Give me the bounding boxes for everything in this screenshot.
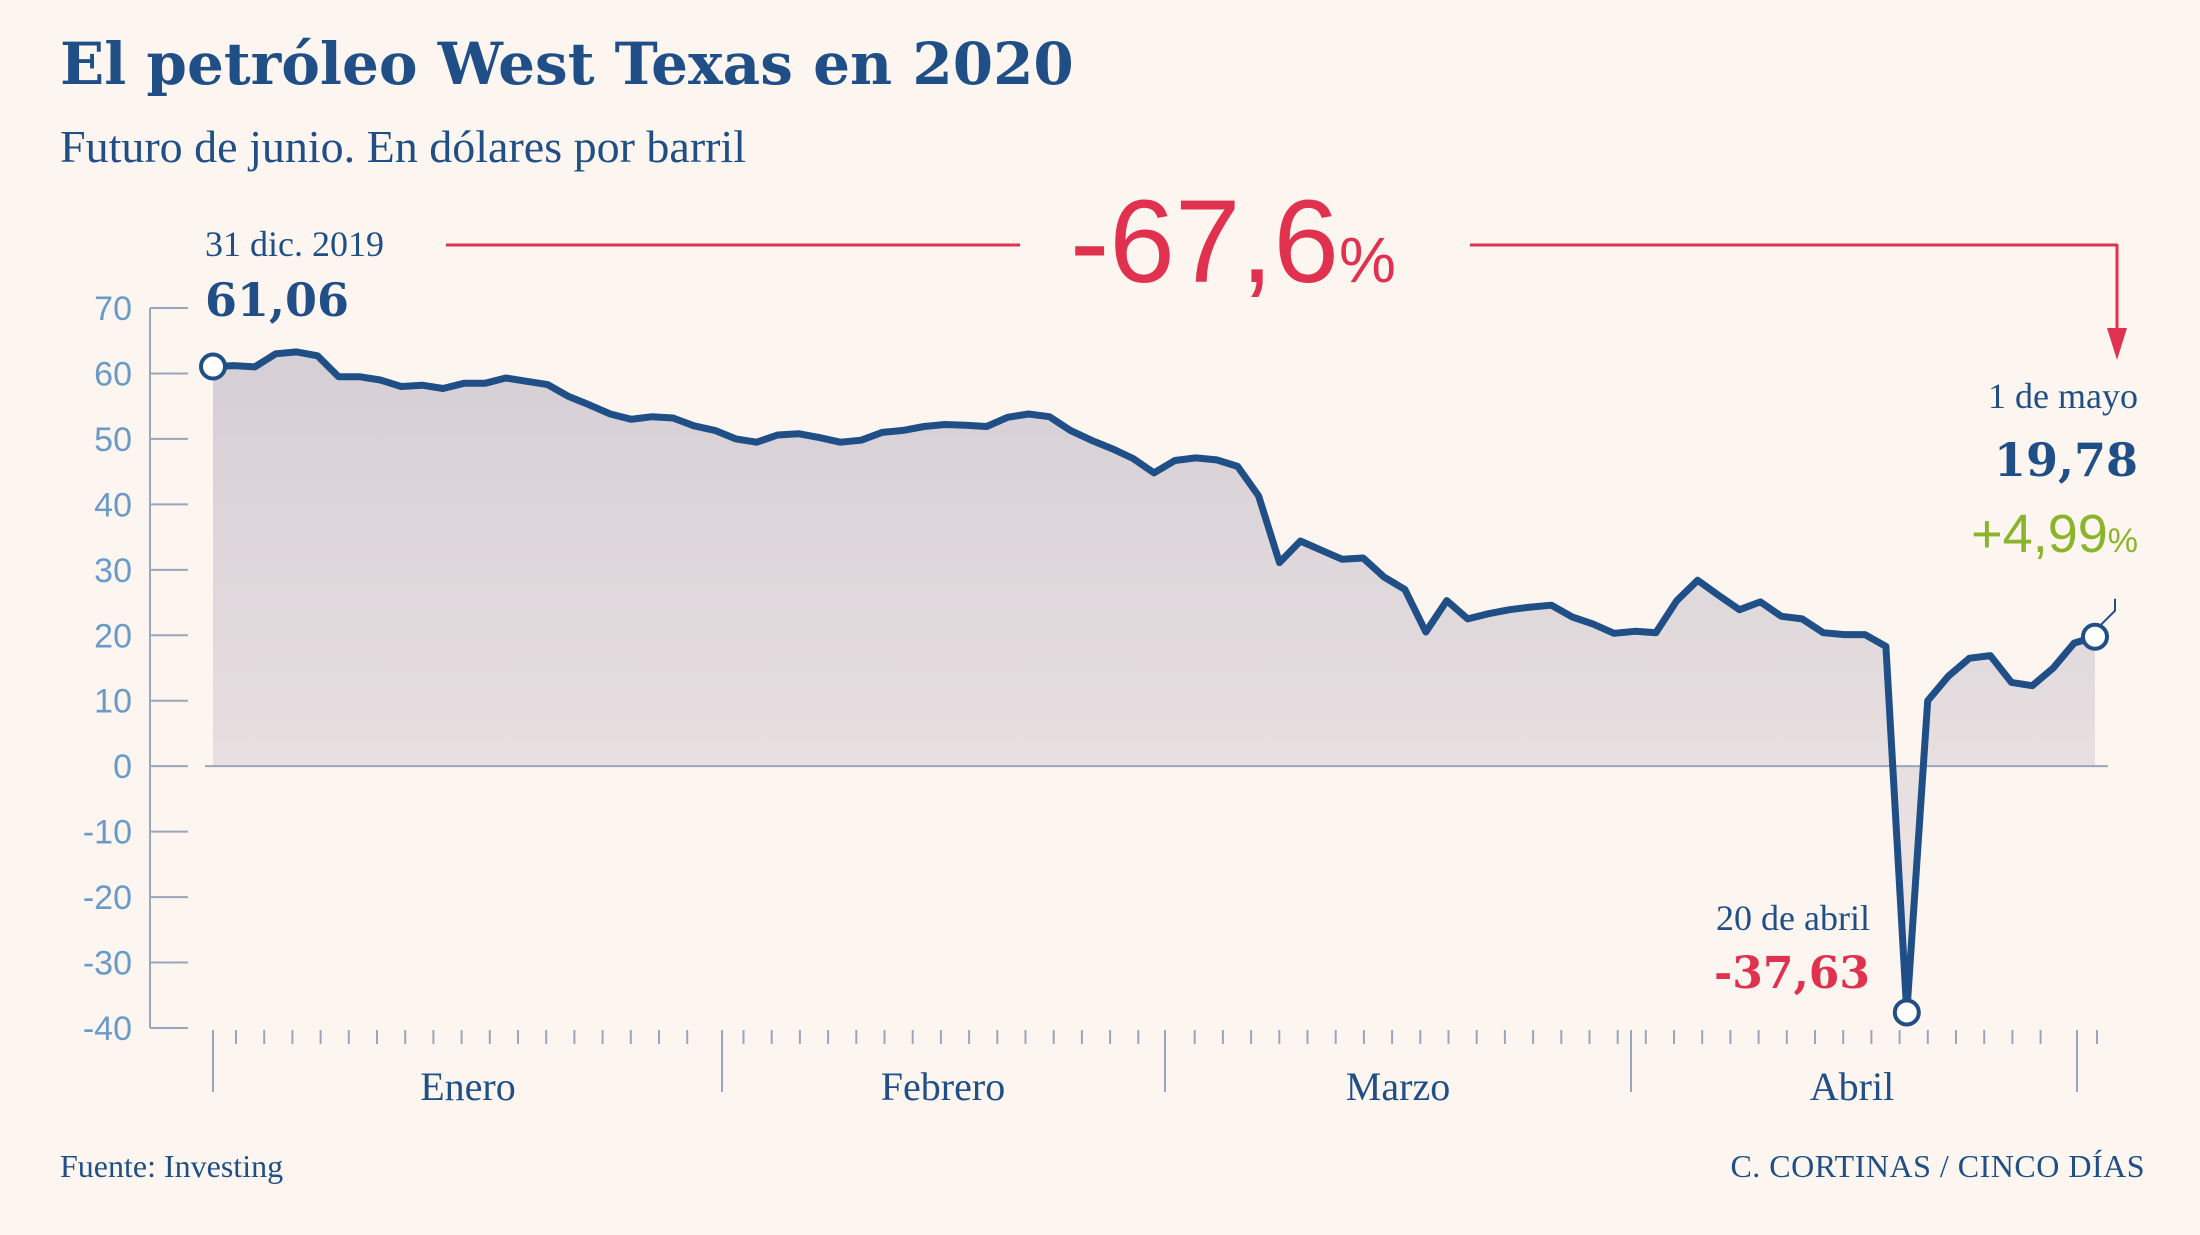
source-label: Fuente: Investing	[60, 1148, 284, 1184]
y-tick-label: 50	[94, 421, 132, 459]
x-tick-label-marzo: Marzo	[1346, 1064, 1450, 1109]
y-tick-label: -10	[83, 814, 132, 852]
x-tick-label-enero: Enero	[420, 1064, 516, 1109]
min-date-label: 20 de abril	[1716, 898, 1870, 938]
area-fill	[213, 351, 2095, 1013]
credit-label: C. CORTINAS / CINCO DÍAS	[1730, 1148, 2145, 1184]
y-tick-label: 20	[94, 617, 132, 655]
x-tick-label-febrero: Febrero	[881, 1064, 1005, 1109]
y-axis: 70 60 50 40 30 20 10 0 -10 -20 -30 -40	[83, 290, 188, 1048]
y-tick-label: 30	[94, 552, 132, 590]
total-change-unit: %	[1339, 224, 1396, 296]
start-value-label: 61,06	[205, 273, 349, 327]
total-change-value: -67,6	[1070, 176, 1339, 308]
svg-text:+4,99%: +4,99%	[1971, 504, 2138, 564]
y-tick-label: -30	[83, 945, 132, 983]
chart-title: El petróleo West Texas en 2020	[60, 30, 1074, 98]
y-tick-label: 10	[94, 683, 132, 721]
start-marker	[199, 352, 227, 381]
x-axis: Enero Febrero Marzo Abril	[212, 1030, 2098, 1109]
y-tick-label: 0	[113, 748, 132, 786]
end-leader-line	[2100, 598, 2116, 626]
y-tick-label: 40	[94, 486, 132, 524]
end-change-value: +4,99	[1971, 504, 2108, 564]
end-change-unit: %	[2108, 522, 2138, 560]
min-value-label: -37,63	[1714, 948, 1870, 999]
y-tick-label: -20	[83, 879, 132, 917]
start-date-label: 31 dic. 2019	[205, 224, 384, 264]
y-tick-label: -40	[83, 1010, 132, 1048]
y-tick-label: 70	[94, 290, 132, 328]
arrow-down-icon	[2107, 328, 2127, 360]
series-line	[209, 348, 2099, 1016]
svg-text:-67,6%: -67,6%	[1070, 176, 1396, 308]
y-tick-label: 60	[94, 355, 132, 393]
total-change-annotation: -67,6%	[446, 176, 2127, 360]
x-tick-label-abril: Abril	[1810, 1064, 1894, 1109]
chart-subtitle: Futuro de junio. En dólares por barril	[60, 121, 747, 172]
end-marker	[2081, 622, 2109, 651]
min-marker	[1892, 998, 1921, 1027]
end-value-label: 19,78	[1994, 433, 2138, 487]
end-date-label: 1 de mayo	[1988, 376, 2138, 416]
